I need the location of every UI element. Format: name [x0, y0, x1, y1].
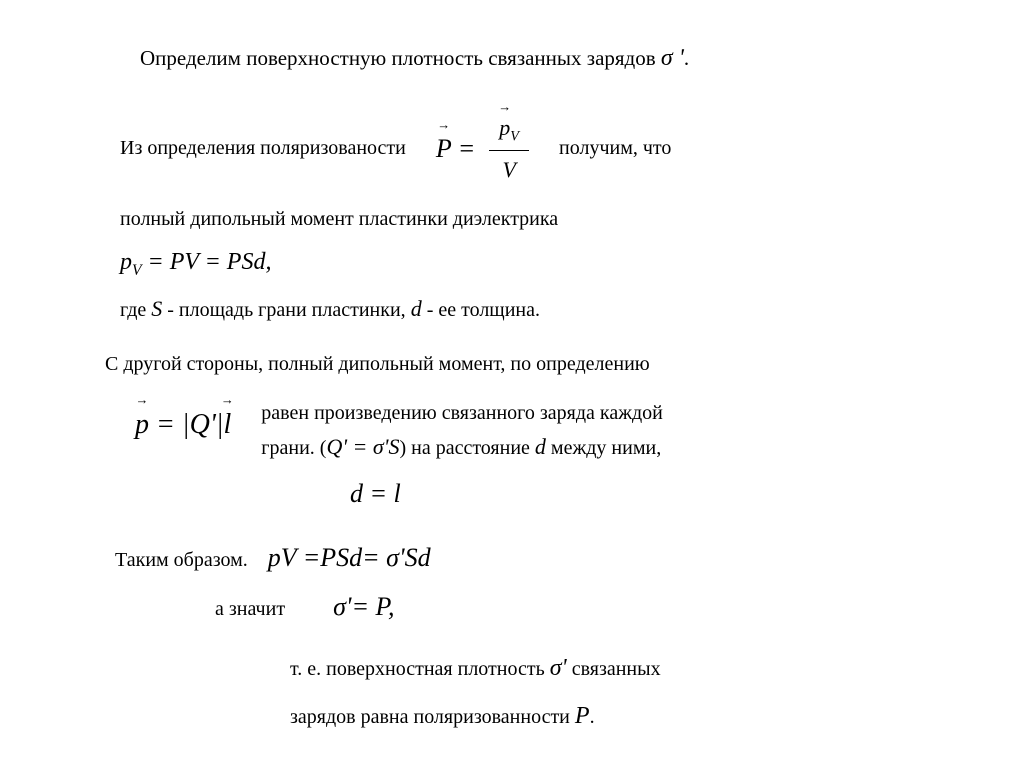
fraction: pV V	[489, 111, 529, 186]
hence-label: а значит	[215, 594, 285, 624]
frac-numerator: pV	[489, 111, 529, 151]
vec-P: P	[436, 129, 452, 168]
title-text-before: Определим поверхностную плотность связан…	[140, 46, 661, 70]
def-left-text: Из определения поляризованости	[120, 133, 406, 163]
sigma-conclusion: σ'	[550, 655, 567, 681]
result2-formula: σ'= P,	[333, 587, 394, 626]
pv-formula-line: pV = PV = PSd,	[100, 244, 924, 282]
dipole-eq-description: равен произведению связанного заряда каж…	[261, 397, 663, 464]
vec-p: p	[499, 111, 510, 144]
sub-V: V	[510, 128, 519, 144]
conclusion-block: т. е. поверхностная плотность σ' связанн…	[100, 644, 924, 740]
polarization-formula: P = pV V	[436, 111, 529, 186]
var-S: S	[151, 296, 162, 321]
var-d: d	[411, 296, 422, 321]
other-side-text: С другой стороны, полный дипольный момен…	[100, 349, 924, 379]
title-line: Определим поверхностную плотность связан…	[100, 40, 924, 76]
d-equals-l: d = l	[100, 474, 924, 513]
result-row-2: а значит σ'= P,	[100, 587, 924, 626]
result-row-1: Таким образом. pV =PSd= σ'Sd	[100, 538, 924, 577]
dipole-text: полный дипольный момент пластинки диэлек…	[100, 204, 924, 234]
dipole-eq: p = |Q'|l	[135, 404, 231, 446]
result1-formula: pV =PSd= σ'Sd	[268, 538, 431, 577]
frac-denominator: V	[502, 151, 515, 186]
dipole-eq-row: p = |Q'|l равен произведению связанного …	[100, 397, 924, 464]
P-conclusion: P	[575, 703, 590, 729]
pv-formula: pV = PV = PSd,	[120, 249, 271, 275]
definition-row: Из определения поляризованости P = pV V …	[100, 111, 924, 186]
thus-label: Таким образом.	[115, 545, 248, 575]
where-line: где S - площадь грани пластинки, d - ее …	[100, 292, 924, 325]
sigma-symbol: σ ʹ	[661, 45, 684, 71]
title-text-after: .	[684, 46, 689, 70]
def-right-text: получим, что	[559, 133, 671, 163]
